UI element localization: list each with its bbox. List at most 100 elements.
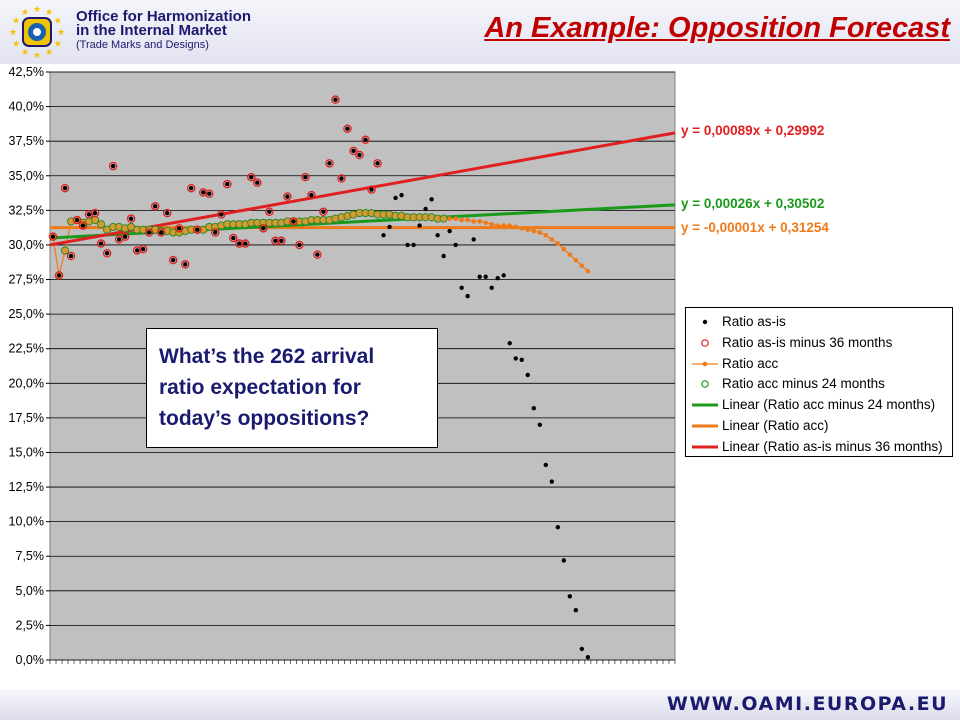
data-point-ratio-as-is <box>189 186 194 191</box>
data-point-ratio-as-is <box>68 253 74 259</box>
equation-green: y = 0,00026x + 0,30502 <box>681 196 825 211</box>
data-point-ratio-as-is <box>98 241 104 246</box>
data-point-ratio-as-is <box>164 210 170 216</box>
data-point-ratio-as-is-minus-36 <box>84 210 94 219</box>
data-point-ratio-as-is-minus-36 <box>361 135 370 145</box>
data-point-ratio-as-is-minus-36 <box>301 172 310 182</box>
callout-line3: today’s oppositions? <box>159 407 370 430</box>
data-point-ratio-as-is <box>357 152 362 158</box>
data-point-ratio-as-is <box>104 251 110 256</box>
data-point-ratio-as-is <box>285 194 290 199</box>
legend-swatch-icon <box>692 403 718 407</box>
y-tick-label: 7,5% <box>16 549 45 563</box>
y-tick-label: 15,0% <box>9 445 44 459</box>
data-point-ratio-as-is-minus-36 <box>283 192 292 201</box>
legend-swatch-icon <box>692 445 718 449</box>
data-point-ratio-as-is <box>134 248 140 253</box>
legend-swatch-icon <box>692 361 718 366</box>
data-point-ratio-as-is <box>495 275 500 281</box>
data-point-ratio-as-is <box>321 209 326 214</box>
logo-star-icon: ★ <box>33 5 41 15</box>
data-point-ratio-as-is-minus-36 <box>48 232 58 241</box>
data-point-ratio-as-is <box>585 655 591 660</box>
chart-legend: Ratio as-is Ratio as-is minus 36 months Ra… <box>685 307 953 457</box>
y-tick-label: 40,0% <box>9 100 44 114</box>
data-point-ratio-as-is-minus-36 <box>78 221 88 230</box>
data-point-ratio-as-is-minus-36 <box>156 228 166 237</box>
data-point-ratio-as-is-minus-36 <box>192 225 202 234</box>
org-line2: in the Internal Market <box>76 22 227 39</box>
data-point-ratio-as-is-minus-36 <box>253 178 262 187</box>
data-point-ratio-as-is-minus-36 <box>259 224 268 233</box>
data-point-ratio-acc <box>537 230 543 235</box>
data-point-ratio-as-is-minus-36 <box>102 248 112 258</box>
data-point-ratio-as-is <box>339 176 344 181</box>
slide-footer: WWW.OAMI.EUROPA.EU <box>0 690 960 720</box>
data-point-ratio-as-is <box>351 148 356 154</box>
data-point-ratio-as-is-minus-36 <box>180 260 190 269</box>
legend-label: Ratio acc minus 24 months <box>722 376 885 392</box>
legend-swatch-icon <box>701 338 709 347</box>
data-point-ratio-as-is <box>243 241 248 246</box>
callout-line1: What’s the 262 arrival <box>159 345 375 368</box>
data-point-ratio-as-is-minus-36 <box>295 240 304 250</box>
legend-item: Ratio as-is minus 36 months <box>686 333 952 354</box>
data-point-ratio-as-is <box>146 230 152 235</box>
legend-item: Linear (Ratio as-is minus 36 months) <box>686 437 952 458</box>
legend-label: Ratio as-is minus 36 months <box>722 334 893 350</box>
data-point-ratio-as-is-minus-36 <box>72 215 82 225</box>
logo-star-icon: ★ <box>12 40 20 50</box>
data-point-ratio-as-is <box>405 242 410 248</box>
data-point-ratio-as-is <box>531 405 536 411</box>
data-point-ratio-as-is-minus-36 <box>90 208 100 218</box>
legend-item: Ratio acc <box>686 354 952 375</box>
data-point-ratio-as-is <box>549 479 555 484</box>
data-point-ratio-as-is <box>435 233 440 238</box>
data-point-ratio-as-is <box>122 234 128 239</box>
org-line3: (Trade Marks and Designs) <box>76 39 209 51</box>
question-callout: What’s the 262 arrival ratio expectation… <box>146 328 438 448</box>
data-point-ratio-as-is-minus-36 <box>132 246 142 255</box>
organization-name: Office for Harmonization in the Internal… <box>76 9 251 52</box>
data-point-ratio-as-is <box>471 237 476 242</box>
data-point-ratio-as-is-minus-36 <box>217 210 226 219</box>
data-point-ratio-as-is-minus-36 <box>198 188 208 197</box>
y-tick-label: 32,5% <box>9 203 44 217</box>
data-point-ratio-as-is <box>429 197 434 202</box>
legend-item: Linear (Ratio acc minus 24 months) <box>686 395 952 416</box>
logo-star-icon: ★ <box>45 8 53 18</box>
data-point-ratio-as-is <box>555 524 561 530</box>
data-point-ratio-as-is <box>152 204 158 209</box>
data-point-ratio-as-is-minus-36 <box>211 228 220 237</box>
data-point-ratio-as-is <box>237 241 242 246</box>
data-point-ratio-as-is-minus-36 <box>138 244 148 254</box>
data-point-ratio-as-is <box>195 227 200 232</box>
data-point-ratio-as-is <box>537 422 542 427</box>
data-point-ratio-as-is-minus-36 <box>96 239 106 248</box>
data-point-ratio-as-is-minus-36 <box>319 207 328 216</box>
data-point-ratio-as-is <box>297 242 302 248</box>
legend-item: Linear (Ratio acc) <box>686 416 952 437</box>
data-point-ratio-as-is <box>375 161 380 166</box>
data-point-ratio-as-is-minus-36 <box>337 174 346 183</box>
data-point-ratio-as-is-minus-36 <box>241 239 250 248</box>
data-point-ratio-as-is-minus-36 <box>150 201 160 211</box>
data-point-ratio-acc <box>495 223 501 228</box>
data-point-ratio-as-is-minus-36 <box>205 189 214 199</box>
data-point-ratio-as-is <box>50 234 56 239</box>
data-point-ratio-as-is <box>447 228 452 234</box>
data-point-ratio-as-is-minus-36 <box>313 250 322 259</box>
data-point-ratio-acc-minus-24 <box>439 214 448 223</box>
data-point-ratio-as-is <box>267 209 272 214</box>
data-point-ratio-as-is <box>291 219 296 224</box>
data-point-ratio-as-is-minus-36 <box>186 183 196 193</box>
slide-header: ★ ★ ★ ★ ★ ★ ★ ★ ★ ★ ★ ★ Office for Harmonization in… <box>0 0 960 64</box>
legend-item: Ratio acc minus 24 months <box>686 374 952 395</box>
y-tick-label: 37,5% <box>9 134 44 148</box>
data-point-ratio-as-is <box>423 206 428 212</box>
data-point-ratio-as-is <box>489 285 494 291</box>
legend-label: Ratio acc <box>722 355 779 371</box>
data-point-ratio-as-is-minus-36 <box>54 271 64 280</box>
data-point-ratio-as-is-minus-36 <box>66 251 76 261</box>
data-point-ratio-as-is <box>453 242 458 248</box>
